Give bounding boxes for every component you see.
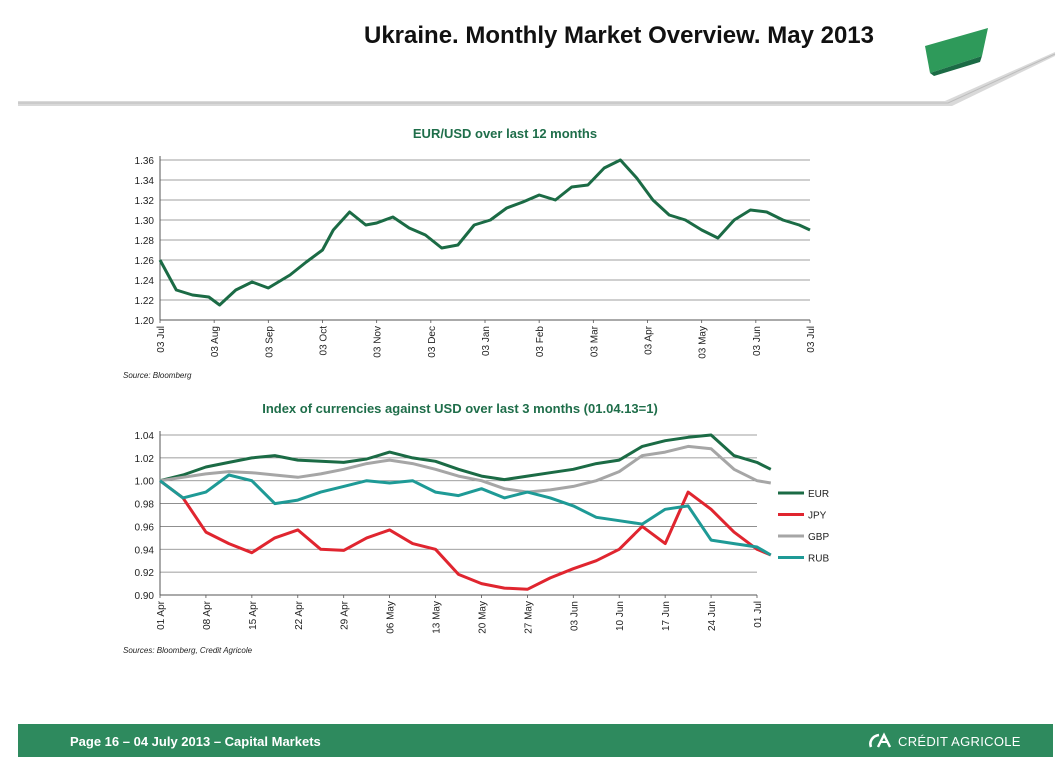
x-tick-label: 01 Jul (753, 601, 764, 628)
x-tick-label: 29 Apr (340, 600, 351, 630)
x-tick-label: 03 Jul (156, 326, 167, 353)
y-tick-label: 1.36 (135, 156, 155, 167)
x-tick-label: 03 Dec (427, 326, 438, 358)
y-tick-label: 0.94 (135, 545, 155, 556)
y-tick-label: 0.98 (135, 500, 155, 511)
logo-text: CRÉDIT AGRICOLE (898, 733, 1021, 749)
legend-label-jpy: JPY (808, 511, 827, 522)
y-tick-label: 1.34 (135, 176, 155, 187)
x-tick-label: 13 May (432, 601, 443, 634)
x-tick-label: 22 Apr (294, 600, 305, 630)
x-tick-label: 03 Jan (481, 326, 492, 356)
x-tick-label: 17 Jun (661, 601, 672, 631)
x-tick-label: 10 Jun (615, 601, 626, 631)
y-tick-label: 1.00 (135, 477, 155, 488)
x-tick-label: 01 Apr (156, 600, 167, 630)
x-tick-label: 24 Jun (707, 601, 718, 631)
x-tick-label: 03 Jun (752, 326, 763, 356)
y-tick-label: 1.04 (135, 431, 155, 442)
x-tick-label: 08 Apr (202, 600, 213, 630)
y-tick-label: 1.22 (135, 296, 155, 307)
x-tick-label: 03 Apr (644, 325, 655, 355)
x-tick-label: 27 May (523, 601, 534, 634)
y-tick-label: 1.24 (135, 276, 155, 287)
y-tick-label: 0.90 (135, 591, 155, 602)
y-tick-label: 1.28 (135, 236, 155, 247)
legend-label-eur: EUR (808, 489, 829, 500)
x-tick-label: 03 May (698, 326, 709, 359)
x-tick-label: 20 May (477, 601, 488, 634)
credit-agricole-logo: CRÉDIT AGRICOLE (868, 731, 1021, 751)
chart-source-currency-index: Sources: Bloomberg, Credit Agricole (123, 646, 253, 655)
ca-logo-icon (869, 732, 892, 748)
footer-text: Page 16 – 04 July 2013 – Capital Markets (70, 734, 321, 749)
y-tick-label: 0.96 (135, 522, 155, 533)
page-title: Ukraine. Monthly Market Overview. May 20… (364, 22, 874, 49)
x-tick-label: 03 Jul (806, 326, 817, 353)
y-tick-label: 1.02 (135, 454, 155, 465)
y-tick-label: 1.30 (135, 216, 155, 227)
x-tick-label: 03 Mar (589, 325, 600, 357)
x-tick-label: 03 Sep (264, 326, 275, 358)
series-line-rub (159, 473, 772, 557)
x-tick-label: 03 Aug (210, 326, 221, 357)
x-tick-label: 03 Jun (569, 601, 580, 631)
x-tick-label: 03 Nov (373, 326, 384, 358)
chart-title-currency-index: Index of currencies against USD over las… (262, 401, 658, 416)
y-tick-label: 1.20 (135, 316, 155, 327)
x-tick-label: 06 May (386, 601, 397, 634)
y-tick-label: 1.32 (135, 196, 155, 207)
y-tick-label: 0.92 (135, 568, 155, 579)
legend-label-rub: RUB (808, 554, 829, 565)
y-tick-label: 1.26 (135, 256, 155, 267)
series-line-eur (159, 433, 772, 483)
series-line-eurusd (158, 158, 811, 307)
header-swoosh (18, 28, 1056, 106)
x-tick-label: 15 Apr (248, 600, 259, 630)
series-line-jpy (159, 479, 772, 591)
chart-source-eurusd: Source: Bloomberg (123, 371, 192, 380)
x-tick-label: 03 Oct (319, 326, 330, 356)
chart-title-eurusd: EUR/USD over last 12 months (412, 126, 598, 141)
legend-label-gbp: GBP (808, 532, 829, 543)
series-line-gbp (159, 444, 772, 494)
x-tick-label: 03 Feb (535, 326, 546, 358)
